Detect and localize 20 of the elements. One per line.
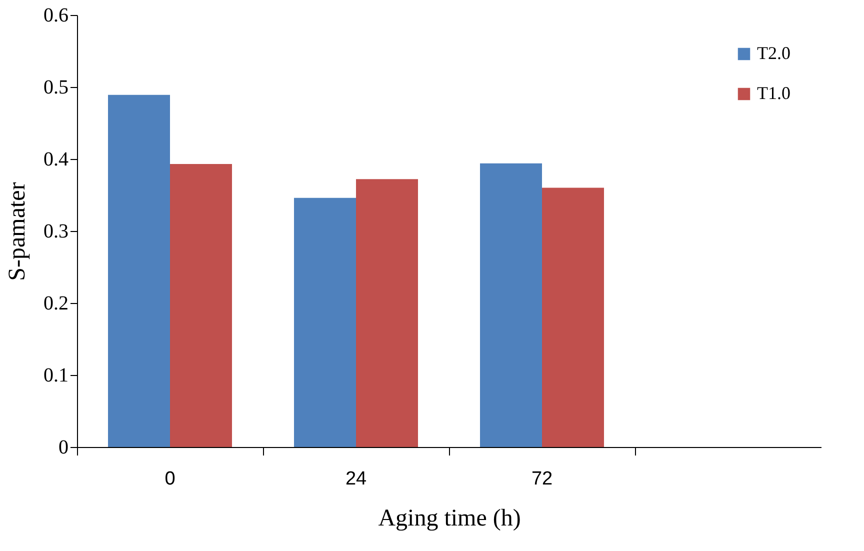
y-tick-label: 0.2 — [44, 292, 68, 314]
y-axis-title: S-pamater — [4, 182, 30, 281]
y-tick-label: 0.5 — [44, 76, 68, 98]
bar — [542, 188, 604, 447]
bar — [170, 164, 232, 447]
y-tick-label: 0.3 — [44, 220, 68, 242]
bar — [294, 198, 356, 447]
x-tick-label: 0 — [164, 468, 176, 490]
bar — [356, 179, 418, 447]
bar — [480, 163, 542, 447]
y-tick-label: 0 — [58, 436, 68, 458]
y-tick-label: 0.6 — [44, 4, 68, 26]
bar — [108, 94, 170, 447]
x-tick-label: 24 — [345, 468, 367, 490]
legend-label: T1.0 — [757, 83, 790, 103]
legend-label: T2.0 — [757, 43, 790, 63]
y-tick-label: 0.1 — [44, 364, 68, 386]
y-tick-label: 0.4 — [44, 148, 68, 170]
x-tick-label: 72 — [531, 468, 553, 490]
x-axis-title: Aging time (h) — [378, 506, 521, 532]
